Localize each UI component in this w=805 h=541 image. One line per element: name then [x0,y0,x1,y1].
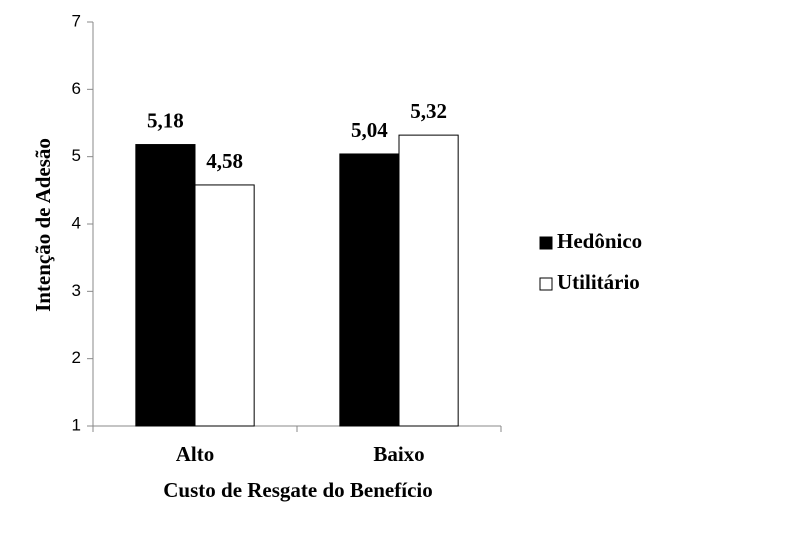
y-tick-label: 1 [72,415,81,434]
data-label: 5,18 [147,108,184,132]
legend-label: Utilitário [557,270,640,294]
x-tick-label: Alto [176,442,215,466]
legend-swatch [539,277,553,291]
bar [339,153,400,427]
legend-swatch [539,236,553,250]
y-tick-label: 6 [72,79,81,98]
y-tick-label: 2 [72,348,81,367]
bar [194,184,255,427]
data-label: 4,58 [206,149,243,173]
y-tick-label: 4 [72,213,81,232]
bar [398,134,459,427]
y-tick-label: 7 [72,11,81,30]
data-label: 5,04 [351,118,388,142]
legend-label: Hedônico [557,229,642,253]
y-axis-label: Intenção de Adesão [31,138,55,312]
x-axis-label: Custo de Resgate do Benefício [163,478,432,502]
y-tick-label: 5 [72,146,81,165]
bar [135,144,196,427]
x-tick-label: Baixo [373,442,424,466]
data-label: 5,32 [410,99,447,123]
y-tick-label: 3 [72,281,81,300]
